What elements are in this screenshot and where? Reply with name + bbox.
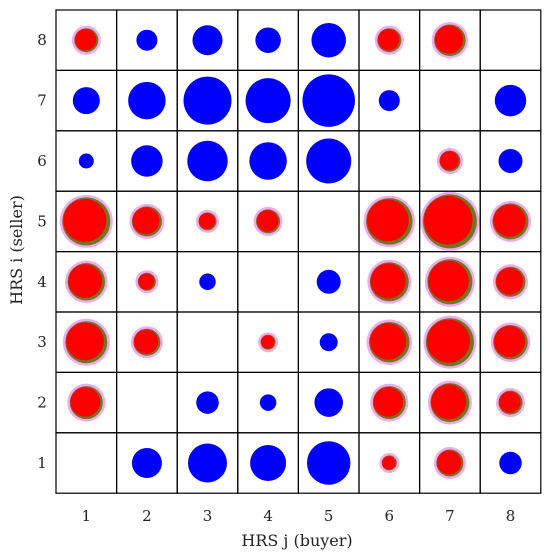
- bubble-blue: [259, 394, 277, 411]
- bubble-blue: [306, 441, 351, 485]
- bubble-red: [66, 322, 104, 361]
- x-tick-label: 7: [445, 507, 455, 525]
- x-axis-label: HRS j (buyer): [241, 531, 352, 550]
- y-tick-label: 3: [37, 333, 47, 351]
- bubble-blue: [131, 145, 163, 177]
- bubble-red: [377, 28, 400, 51]
- bubble-blue: [72, 87, 100, 115]
- y-tick-label: 5: [37, 212, 47, 230]
- bubble-red: [493, 325, 525, 358]
- bubble-blue: [245, 78, 291, 124]
- grid-cell: [419, 69, 481, 132]
- bubble-blue: [199, 273, 216, 291]
- grid-cell: [237, 251, 300, 313]
- grid-cell: [55, 432, 118, 494]
- bubble-red: [256, 210, 279, 232]
- bubble-blue: [306, 138, 352, 184]
- y-tick-label: 2: [37, 394, 47, 412]
- x-tick-label: 4: [263, 507, 273, 525]
- bubble-red: [366, 199, 409, 242]
- grid-cells: [55, 9, 542, 494]
- bubble-red: [428, 260, 469, 302]
- y-axis-label: HRS i (seller): [7, 195, 26, 305]
- grid-cell: [358, 130, 421, 192]
- bubble-red: [133, 329, 159, 354]
- bubble-red: [493, 204, 526, 237]
- bubble-blue: [302, 74, 355, 127]
- bubble-blue: [192, 25, 223, 56]
- y-tick-label: 4: [37, 273, 47, 291]
- bubble-blue: [128, 81, 166, 120]
- bubble-blue: [314, 388, 343, 417]
- y-tick-label: 1: [37, 454, 47, 472]
- grid-cell: [115, 371, 178, 434]
- bubble-red: [436, 450, 462, 475]
- bubble-red: [260, 335, 275, 349]
- bubble-blue: [255, 27, 281, 53]
- bubble-blue: [499, 451, 522, 475]
- x-tick-label: 8: [506, 507, 516, 525]
- bubble-blue: [250, 445, 287, 481]
- bubble-red: [74, 28, 97, 51]
- bubble-red: [496, 267, 524, 295]
- y-tick-labels: 1 2 3 4 5 6 7 8: [37, 31, 47, 472]
- bubble-blue: [249, 142, 287, 180]
- x-tick-label: 3: [203, 507, 213, 525]
- bubble-blue: [319, 333, 338, 352]
- y-tick-label: 7: [37, 92, 47, 110]
- bubble-blue: [498, 149, 523, 173]
- bubble-blue: [378, 90, 400, 112]
- bubble-blue: [311, 22, 346, 58]
- bubble-red: [439, 151, 459, 171]
- bubble-red: [426, 319, 471, 363]
- bubble-blue: [188, 443, 227, 483]
- bubble-red: [132, 207, 160, 235]
- x-tick-label: 2: [142, 507, 152, 525]
- bubble-red: [382, 455, 396, 470]
- grid-cell: [479, 432, 542, 494]
- bubble-red: [373, 387, 404, 417]
- bubble-red: [369, 323, 407, 360]
- x-tick-labels: 1 2 3 4 5 6 7 8: [82, 507, 516, 525]
- grid-cell: [297, 190, 360, 253]
- bubble-red: [434, 25, 464, 54]
- y-tick-label: 6: [37, 152, 47, 170]
- bubble-red: [68, 264, 103, 298]
- bubble-blue: [183, 76, 232, 125]
- x-tick-label: 5: [324, 507, 334, 525]
- x-tick-label: 6: [385, 507, 395, 525]
- bubbles: [59, 21, 531, 485]
- bubble-blue: [494, 84, 527, 117]
- bubble-blue: [196, 391, 219, 414]
- bubble-red: [431, 384, 467, 420]
- bubble-blue: [136, 29, 158, 51]
- grid-cell: [479, 9, 542, 72]
- x-tick-label: 1: [82, 507, 92, 525]
- bubble-red: [70, 387, 101, 417]
- bubble-red: [198, 212, 216, 230]
- bubble-red: [138, 273, 155, 290]
- bubble-red: [63, 198, 107, 243]
- bubble-red: [423, 196, 473, 245]
- bubble-red: [498, 391, 521, 413]
- grid-cell: [176, 311, 239, 374]
- y-tick-label: 8: [37, 31, 47, 49]
- bubble-blue: [316, 269, 341, 294]
- bubble-blue: [78, 153, 94, 169]
- bubble-blue: [131, 448, 162, 478]
- bubble-blue: [187, 140, 228, 182]
- bubble-red: [370, 263, 406, 299]
